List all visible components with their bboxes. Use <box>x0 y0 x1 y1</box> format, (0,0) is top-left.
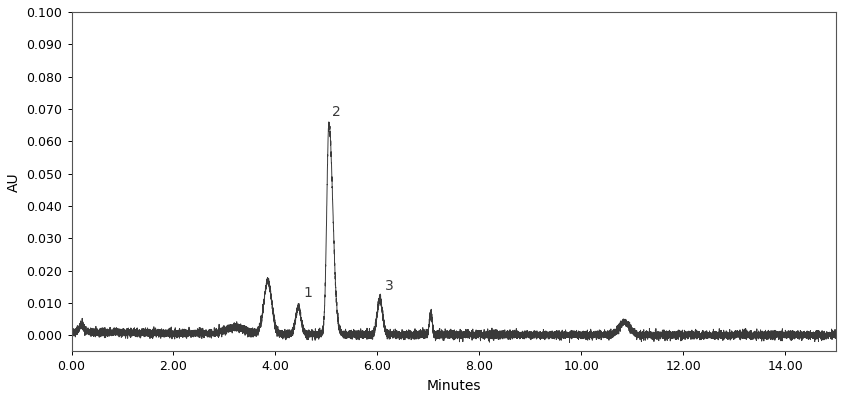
Y-axis label: AU: AU <box>7 172 21 192</box>
Text: 3: 3 <box>385 279 394 293</box>
Text: 2: 2 <box>332 105 341 119</box>
X-axis label: Minutes: Minutes <box>427 379 481 393</box>
Text: 1: 1 <box>303 286 312 300</box>
